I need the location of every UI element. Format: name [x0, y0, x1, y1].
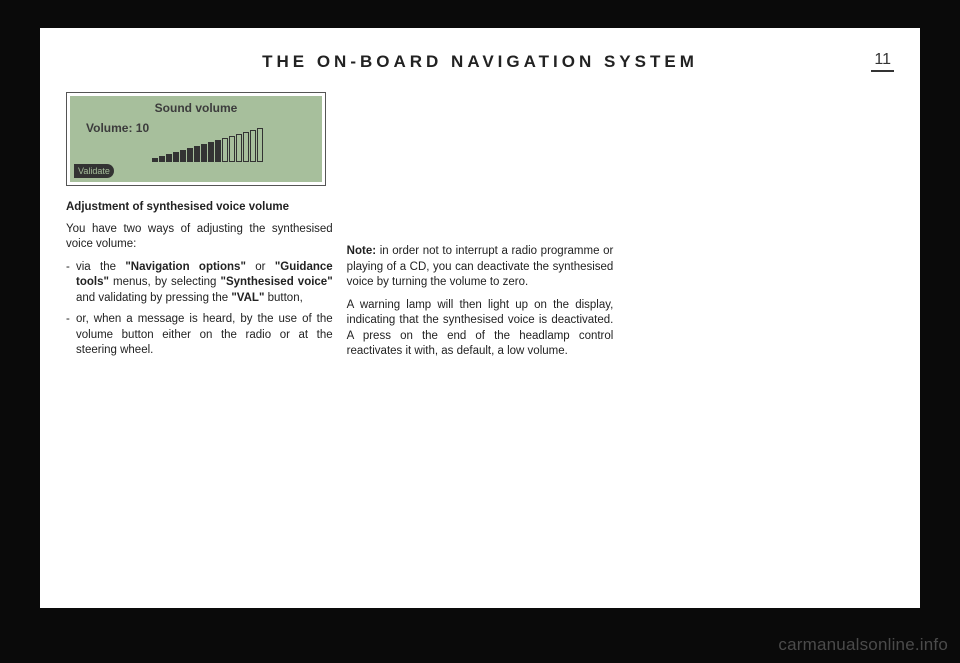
- watermark: carmanualsonline.info: [778, 635, 948, 655]
- content-columns: Sound volume Volume: 10 Validate Adjustm…: [66, 92, 894, 367]
- note-paragraph: Note: in order not to interrupt a radio …: [347, 244, 614, 291]
- nav-screen-graphic: Sound volume Volume: 10 Validate: [66, 92, 326, 186]
- volume-bar: [229, 136, 235, 162]
- list-item: or, when a message is heard, by the use …: [66, 312, 333, 359]
- note-label: Note:: [347, 245, 376, 257]
- text-fragment: button,: [264, 292, 302, 304]
- section-heading: Adjustment of synthesised voice volume: [66, 200, 333, 216]
- note-body: in order not to interrupt a radio progra…: [347, 245, 614, 288]
- text-fragment: via the: [76, 261, 125, 273]
- bold-fragment: "VAL": [231, 292, 264, 304]
- volume-bar: [180, 150, 186, 162]
- volume-bar: [236, 134, 242, 162]
- screen-title: Sound volume: [70, 96, 322, 116]
- volume-bar: [215, 140, 221, 162]
- column-left: Sound volume Volume: 10 Validate Adjustm…: [66, 92, 333, 367]
- warning-paragraph: A warning lamp will then light up on the…: [347, 298, 614, 360]
- page-title: THE ON-BOARD NAVIGATION SYSTEM: [66, 52, 894, 72]
- volume-bar: [173, 152, 179, 162]
- text-fragment: menus, by selecting: [109, 276, 221, 288]
- column-middle: Note: in order not to interrupt a radio …: [347, 92, 614, 367]
- volume-bar: [243, 132, 249, 162]
- adjustment-methods-list: via the "Navigation options" or "Guidanc…: [66, 260, 333, 359]
- page-header: THE ON-BOARD NAVIGATION SYSTEM 11: [66, 46, 894, 72]
- volume-bar: [201, 144, 207, 162]
- text-fragment: and validating by pressing the: [76, 292, 231, 304]
- volume-bar: [257, 128, 263, 162]
- volume-bars: [152, 128, 263, 162]
- spacer: [347, 92, 614, 244]
- volume-bar: [187, 148, 193, 162]
- text-fragment: or: [246, 261, 275, 273]
- column-right: [627, 92, 894, 367]
- bold-fragment: "Navigation options": [125, 261, 246, 273]
- volume-bar: [222, 138, 228, 162]
- list-item: via the "Navigation options" or "Guidanc…: [66, 260, 333, 307]
- volume-bar: [152, 158, 158, 162]
- volume-bar: [166, 154, 172, 162]
- volume-bar: [250, 130, 256, 162]
- nav-screen: Sound volume Volume: 10 Validate: [70, 96, 322, 182]
- intro-text: You have two ways of adjusting the synth…: [66, 222, 333, 253]
- page-number: 11: [871, 51, 894, 72]
- volume-bar: [194, 146, 200, 162]
- manual-page: THE ON-BOARD NAVIGATION SYSTEM 11 Sound …: [40, 28, 920, 608]
- bold-fragment: "Synthesised voice": [221, 276, 333, 288]
- volume-bar: [159, 156, 165, 162]
- volume-bar: [208, 142, 214, 162]
- validate-button: Validate: [74, 164, 114, 178]
